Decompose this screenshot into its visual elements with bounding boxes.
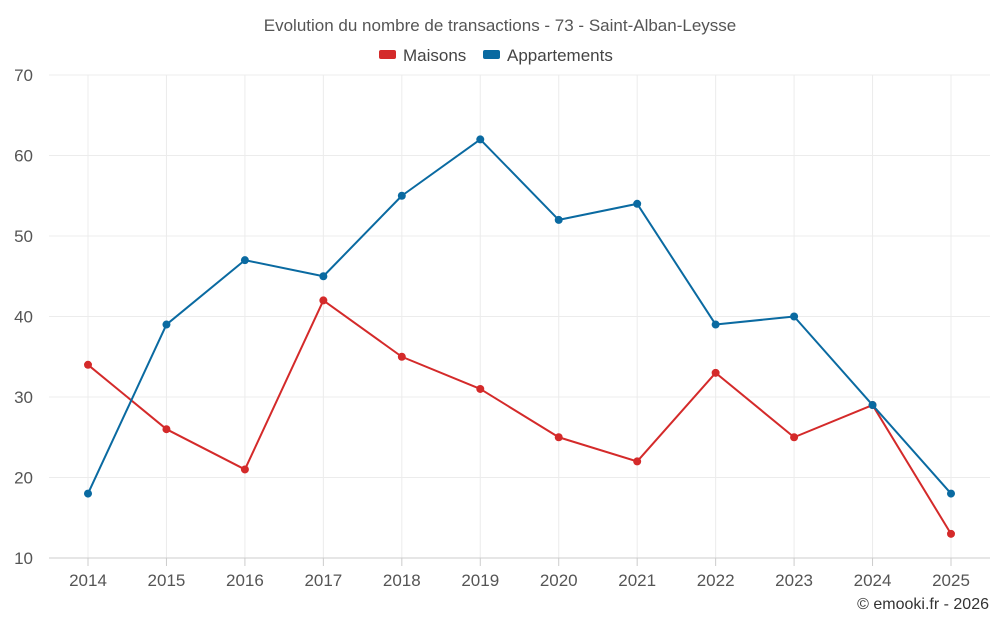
x-tick-label: 2021 bbox=[618, 571, 656, 590]
y-tick-label: 40 bbox=[14, 308, 33, 327]
data-point-appartements[interactable] bbox=[397, 191, 406, 200]
series-line-maisons bbox=[87, 299, 952, 535]
legend-swatch-maisons bbox=[379, 50, 396, 59]
axes: 10 20 30 40 50 60 70 2014 2015 2016 2017 2018 2019 20… bbox=[14, 66, 990, 590]
grid bbox=[49, 74, 990, 558]
x-tick-label: 2022 bbox=[697, 571, 735, 590]
data-point-maisons[interactable] bbox=[319, 296, 328, 305]
data-point-maisons[interactable] bbox=[476, 384, 485, 393]
y-tick-label: 70 bbox=[14, 66, 33, 85]
y-tick-label: 20 bbox=[14, 469, 33, 488]
data-point-appartements[interactable] bbox=[476, 135, 485, 144]
legend-item-maisons[interactable]: Maisons bbox=[379, 46, 466, 65]
y-tick-label: 60 bbox=[14, 147, 33, 166]
x-tick-label: 2023 bbox=[775, 571, 813, 590]
legend: Maisons Appartements bbox=[379, 46, 613, 65]
y-tick-label: 50 bbox=[14, 227, 33, 246]
legend-label-appartements: Appartements bbox=[507, 46, 613, 65]
data-point-appartements[interactable] bbox=[790, 312, 799, 321]
data-point-maisons[interactable] bbox=[162, 425, 171, 434]
chart-title: Evolution du nombre de transactions - 73… bbox=[264, 16, 736, 35]
series-line-appartements bbox=[87, 138, 952, 495]
data-point-appartements[interactable] bbox=[319, 272, 328, 281]
x-tick-label: 2014 bbox=[69, 571, 107, 590]
data-point-maisons[interactable] bbox=[633, 457, 642, 466]
x-tick-label: 2024 bbox=[854, 571, 892, 590]
data-point-maisons[interactable] bbox=[84, 360, 92, 369]
data-point-appartements[interactable] bbox=[84, 489, 92, 498]
x-tick-label: 2017 bbox=[304, 571, 342, 590]
data-point-appartements[interactable] bbox=[162, 320, 171, 329]
data-point-appartements[interactable] bbox=[240, 256, 249, 265]
x-tick-label: 2025 bbox=[932, 571, 970, 590]
data-point-appartements[interactable] bbox=[947, 489, 955, 498]
data-point-appartements[interactable] bbox=[633, 199, 642, 208]
data-point-maisons[interactable] bbox=[790, 433, 799, 442]
x-tick-label: 2016 bbox=[226, 571, 264, 590]
data-point-maisons[interactable] bbox=[554, 433, 563, 442]
data-point-maisons[interactable] bbox=[397, 352, 406, 361]
series bbox=[84, 135, 955, 538]
x-tick-label: 2019 bbox=[461, 571, 499, 590]
data-point-maisons[interactable] bbox=[711, 368, 720, 377]
x-tick-label: 2015 bbox=[148, 571, 186, 590]
data-point-appartements[interactable] bbox=[711, 320, 720, 329]
y-tick-label: 10 bbox=[14, 549, 33, 568]
data-point-maisons[interactable] bbox=[240, 465, 249, 474]
legend-item-appartements[interactable]: Appartements bbox=[483, 46, 613, 65]
legend-swatch-appartements bbox=[483, 50, 500, 59]
x-tick-label: 2020 bbox=[540, 571, 578, 590]
data-point-maisons[interactable] bbox=[947, 529, 955, 538]
credit-text: © emooki.fr - 2026 bbox=[857, 596, 989, 613]
y-tick-label: 30 bbox=[14, 388, 33, 407]
legend-label-maisons: Maisons bbox=[403, 46, 466, 65]
data-point-appartements[interactable] bbox=[554, 215, 563, 224]
x-tick-label: 2018 bbox=[383, 571, 421, 590]
data-point-appartements[interactable] bbox=[868, 401, 877, 410]
